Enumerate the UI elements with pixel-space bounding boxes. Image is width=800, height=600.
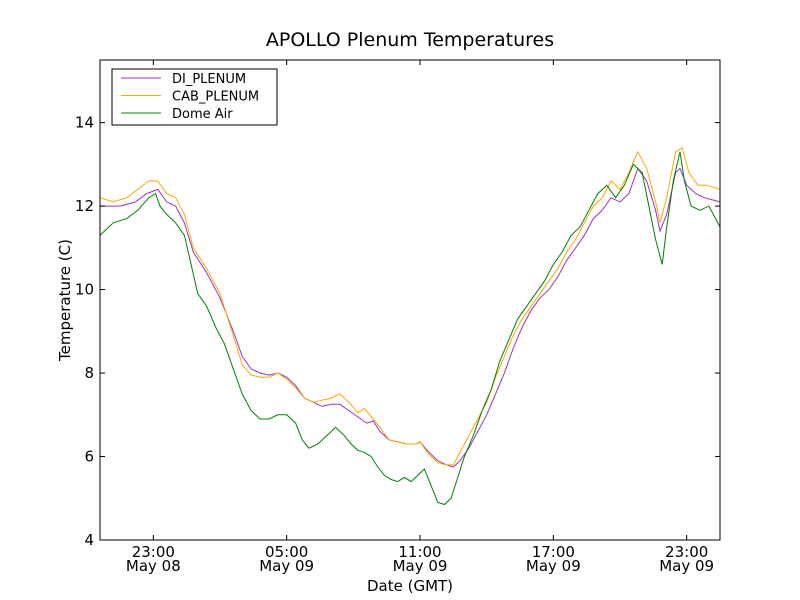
chart-title: APOLLO Plenum Temperatures xyxy=(266,29,554,51)
x-tick-time-label: 05:00 xyxy=(265,543,308,561)
y-axis-label: Temperature (C) xyxy=(56,239,74,362)
x-axis-label: Date (GMT) xyxy=(367,577,453,595)
y-tick-label: 12 xyxy=(75,197,94,215)
y-tick-label: 6 xyxy=(84,448,94,466)
series-line-di-plenum xyxy=(100,167,721,468)
y-tick-label: 10 xyxy=(75,281,94,299)
legend-label: Dome Air xyxy=(172,107,233,122)
x-tick-date-label: May 09 xyxy=(526,557,581,575)
series-line-cab-plenum xyxy=(99,146,721,466)
y-tick-label: 8 xyxy=(84,364,94,382)
x-tick-date-label: May 09 xyxy=(259,557,314,575)
legend: DI_PLENUM CAB_PLENUM Dome Air xyxy=(111,68,278,126)
legend-label: CAB_PLENUM xyxy=(172,90,259,105)
x-tick-time-label: 23:00 xyxy=(132,543,175,561)
y-tick-label: 14 xyxy=(75,114,94,132)
series-layer xyxy=(99,146,721,506)
x-tick-time-label: 11:00 xyxy=(398,543,441,561)
x-tick-time-label: 17:00 xyxy=(532,543,575,561)
plot-frame xyxy=(99,59,721,541)
x-tick-date-label: May 09 xyxy=(393,557,448,575)
x-tick-date-label: May 08 xyxy=(126,557,181,575)
series-line-dome-air xyxy=(99,151,721,506)
x-tick-date-label: May 09 xyxy=(659,557,714,575)
y-tick-label: 4 xyxy=(84,531,94,549)
y-axis: 4 6 8 10 12 14 xyxy=(75,114,720,549)
x-tick-time-label: 23:00 xyxy=(665,543,708,561)
legend-label: DI_PLENUM xyxy=(172,72,246,87)
